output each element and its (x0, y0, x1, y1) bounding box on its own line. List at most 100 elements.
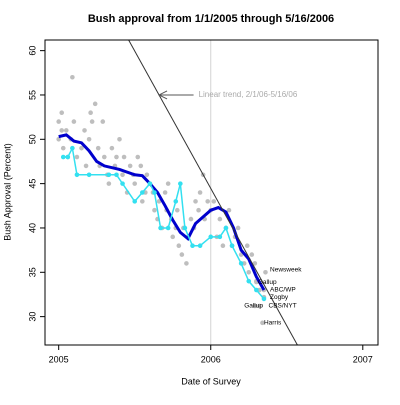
data-point (217, 216, 223, 222)
data-point (170, 234, 176, 240)
data-point (261, 296, 267, 302)
data-point (63, 128, 69, 133)
data-point (92, 101, 98, 107)
data-point (74, 154, 80, 160)
data-point (86, 137, 92, 142)
data-point (86, 172, 92, 178)
data-point (252, 261, 258, 266)
data-point (246, 278, 252, 284)
data-point (65, 154, 71, 160)
data-point (162, 190, 168, 195)
x-tick-label: 2005 (49, 354, 69, 364)
y-tick-label: 35 (27, 267, 37, 277)
data-point (140, 190, 145, 195)
data-point (223, 225, 229, 231)
y-tick-label: 30 (27, 312, 37, 322)
data-point (120, 172, 125, 178)
data-point (249, 252, 255, 257)
data-point (95, 145, 101, 151)
y-axis-title: Bush Approval (Percent) (2, 143, 12, 241)
data-point (176, 243, 182, 248)
data-point (156, 199, 162, 204)
data-point (254, 287, 259, 293)
point-label: CBS/NYT (269, 303, 297, 310)
data-point (179, 252, 185, 257)
data-point (246, 269, 252, 275)
point-label: Zogby (270, 294, 289, 301)
data-point (121, 154, 127, 160)
data-point (114, 154, 119, 160)
x-tick-label: 2006 (201, 354, 221, 364)
data-point (74, 172, 80, 178)
data-point (114, 172, 119, 178)
y-tick-label: 55 (27, 90, 37, 100)
data-point (238, 261, 244, 266)
data-point (152, 190, 157, 195)
x-axis-title: Date of Survey (181, 376, 241, 386)
data-point (89, 119, 95, 124)
data-point (190, 243, 195, 248)
data-point (82, 128, 87, 133)
data-point (217, 234, 223, 240)
data-point (260, 320, 265, 326)
x-tick-label: 2007 (353, 354, 373, 364)
data-point (257, 303, 262, 309)
data-point (106, 181, 112, 186)
data-point (140, 199, 145, 204)
data-point (117, 137, 122, 142)
data-point (196, 207, 201, 213)
point-label: Harris (264, 320, 282, 327)
data-point (229, 243, 235, 248)
data-point (59, 110, 65, 116)
data-point (165, 225, 171, 231)
data-point (211, 199, 217, 204)
data-point (182, 225, 188, 231)
point-label: Gallup (258, 279, 277, 286)
data-point (208, 234, 214, 240)
data-point (220, 243, 226, 248)
data-point (127, 163, 133, 169)
annotation: Linear trend, 2/1/06-5/16/06 (199, 90, 298, 99)
plot-frame (44, 39, 379, 346)
data-point (100, 119, 106, 124)
data-point (56, 119, 61, 124)
data-point (56, 137, 61, 142)
data-point (197, 243, 203, 248)
data-point (173, 199, 179, 204)
data-point (71, 119, 77, 124)
data-point (132, 199, 138, 204)
data-point (60, 154, 66, 160)
data-point (197, 190, 203, 195)
y-tick-label: 45 (27, 179, 37, 189)
data-point (152, 207, 157, 213)
data-point (88, 110, 93, 116)
data-point (158, 225, 163, 231)
y-tick-label: 60 (27, 46, 37, 56)
data-point (106, 172, 112, 178)
data-point (102, 154, 107, 160)
series-line (58, 133, 266, 291)
data-point (184, 261, 189, 266)
data-point (205, 199, 210, 204)
data-point (138, 163, 144, 169)
data-point (70, 74, 75, 80)
data-point (188, 216, 194, 222)
data-point (226, 207, 232, 213)
data-point (120, 181, 125, 186)
data-point (132, 181, 138, 186)
data-point (193, 199, 198, 204)
data-point (109, 145, 115, 151)
chart-title: Bush approval from 1/1/2005 through 5/16… (88, 13, 334, 25)
data-point (165, 181, 171, 186)
data-point (59, 128, 65, 133)
point-label: Gallup (244, 303, 263, 310)
data-point (70, 145, 75, 151)
arrow-head (157, 90, 168, 100)
data-point (60, 145, 66, 151)
data-point (144, 172, 150, 178)
data-point (252, 303, 258, 309)
data-point (174, 207, 180, 213)
data-point (79, 145, 84, 151)
